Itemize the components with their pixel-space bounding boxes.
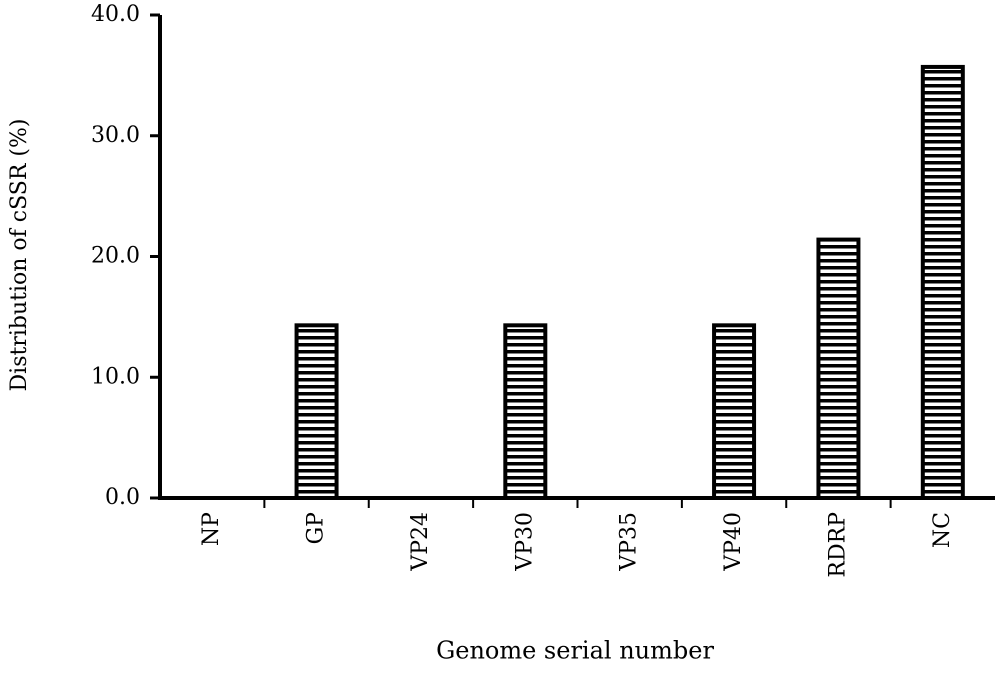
- bar: [503, 323, 548, 501]
- bar: [294, 323, 339, 501]
- x-tick-label: VP24: [408, 512, 433, 572]
- x-tick-label: NC: [930, 512, 955, 548]
- x-tick-label: VP30: [512, 512, 537, 572]
- x-tick-label: VP40: [721, 512, 746, 572]
- bar: [920, 64, 965, 501]
- bar: [712, 323, 757, 501]
- x-tick-label: RDRP: [825, 512, 850, 578]
- y-tick-label: 20.0: [91, 244, 140, 269]
- y-tick-label: 0.0: [105, 485, 140, 510]
- y-tick-label: 30.0: [91, 123, 140, 148]
- y-tick-label: 40.0: [91, 2, 140, 27]
- y-axis-title: Distribution of cSSR (%): [7, 119, 32, 392]
- x-tick-label: GP: [304, 512, 329, 545]
- x-tick-label: VP35: [617, 512, 642, 572]
- x-tick-label: NP: [199, 512, 224, 546]
- bar: [816, 237, 861, 500]
- x-axis-title: Genome serial number: [436, 637, 714, 665]
- y-tick-label: 10.0: [91, 364, 140, 389]
